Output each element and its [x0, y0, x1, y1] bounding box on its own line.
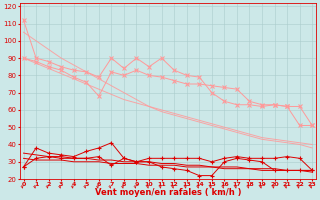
- X-axis label: Vent moyen/en rafales ( km/h ): Vent moyen/en rafales ( km/h ): [95, 188, 241, 197]
